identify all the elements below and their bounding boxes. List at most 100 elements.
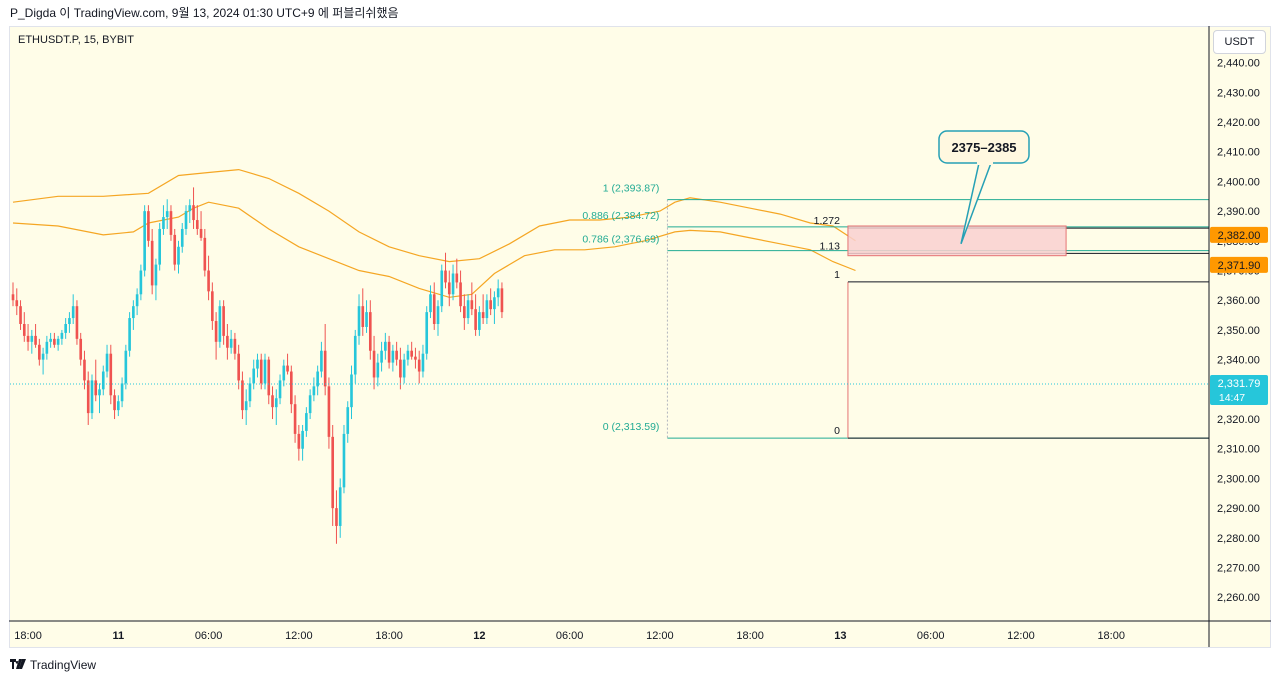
price-axis: 2,440.00 2,430.00 2,420.00 2,410.00 2,400.00…	[10, 26, 1260, 647]
candle-body	[101, 371, 105, 390]
candle-body	[493, 297, 496, 310]
candle-body	[444, 270, 447, 283]
candle-body	[195, 220, 199, 229]
price-labels: 2,382.00 2,371.90 2,331.79 14:47	[1210, 226, 1268, 406]
candle-body	[259, 359, 263, 384]
candle-body	[252, 368, 256, 384]
candle-body	[199, 228, 203, 238]
x-tick-label: 12:00	[1007, 630, 1035, 642]
callout-join	[977, 161, 993, 165]
candle-body	[56, 338, 60, 345]
candle-body	[436, 306, 440, 324]
candle-body	[83, 359, 86, 381]
candle-body	[312, 386, 316, 396]
x-tick-label: 11	[112, 630, 124, 642]
level-price-text: 2,371.90	[1218, 260, 1261, 272]
candle-body	[49, 338, 52, 342]
candle-body	[26, 335, 30, 342]
candle-body	[128, 318, 131, 351]
candle-body	[459, 282, 462, 307]
candle-body	[165, 211, 169, 218]
candle-body	[481, 312, 485, 319]
candle-body	[353, 335, 357, 375]
symbol-label[interactable]: ETHUSDT.P, 15, BYBIT	[18, 34, 134, 46]
fib-level-label: 1 (2,393.87)	[603, 183, 660, 195]
candle-body	[241, 380, 244, 411]
current-price-value: 2,331.79	[1218, 378, 1261, 390]
x-tick-label: 06:00	[195, 630, 223, 642]
x-tick-label: 18:00	[1097, 630, 1125, 642]
tradingview-brand-text: TradingView	[30, 657, 97, 672]
candle-body	[293, 404, 297, 434]
candle-body	[346, 407, 350, 434]
candle-body	[34, 335, 37, 345]
current-price-tag	[1210, 375, 1268, 406]
candle-body	[244, 401, 248, 411]
x-tick-label: 13	[834, 630, 846, 642]
candle-body	[207, 270, 210, 292]
candle-body	[30, 335, 34, 342]
candle-body	[297, 433, 301, 449]
candle-body	[342, 433, 346, 488]
candle-body	[79, 338, 83, 360]
candle-body	[271, 395, 274, 408]
extension-level-label: 1.272	[814, 215, 840, 227]
candle-body	[489, 300, 492, 310]
candle-body	[132, 306, 135, 319]
currency-selector[interactable]: USDT	[1213, 30, 1266, 54]
candle-body	[90, 380, 94, 414]
candle-body	[218, 306, 222, 342]
candle-body	[323, 350, 327, 387]
candle-body	[177, 246, 180, 265]
candle-body	[188, 205, 192, 212]
candle-body	[485, 300, 489, 319]
candle-body	[211, 291, 214, 322]
candle-body	[256, 359, 259, 369]
candle-body	[432, 294, 436, 324]
x-tick-label: 06:00	[917, 630, 945, 642]
extension-level-label: 1	[834, 269, 840, 281]
candle-body	[64, 324, 67, 333]
candle-body	[94, 380, 98, 396]
candle-body	[429, 294, 432, 313]
y-tick-label: 2,430.00	[1217, 87, 1260, 99]
candle-body	[226, 335, 229, 348]
candle-body	[113, 395, 116, 411]
time-axis: 18:00 11 06:00 12:00 18:00 12 06:00 12:00 18:00 1…	[9, 620, 1271, 642]
tradingview-brand[interactable]: TradingView	[10, 657, 96, 672]
candle-body	[169, 211, 173, 235]
candle-body	[11, 294, 15, 301]
candle-body	[308, 395, 312, 414]
candle-body	[478, 312, 481, 330]
candles-series	[11, 187, 504, 544]
candle-body	[143, 211, 146, 271]
candle-body	[406, 350, 410, 360]
candle-body	[365, 312, 368, 327]
candle-body	[410, 350, 413, 357]
candle-body	[399, 359, 402, 378]
y-tick-label: 2,410.00	[1217, 147, 1260, 159]
y-tick-label: 2,340.00	[1217, 355, 1260, 367]
candle-body	[335, 508, 338, 526]
candle-body	[286, 365, 289, 372]
x-tick-label: 18:00	[14, 630, 42, 642]
footer-bar	[0, 652, 1280, 681]
candle-body	[135, 294, 139, 307]
candle-body	[301, 430, 304, 449]
candle-body	[414, 356, 417, 360]
candle-body	[68, 318, 71, 324]
level-price-tag	[1210, 256, 1268, 273]
candle-body	[214, 321, 218, 342]
fib-retracement: 1 (2,393.87) 0.886 (2,384.72) 0.786 (2,376…	[582, 183, 1209, 439]
attribution-text: P_Digda 이 TradingView.com, 9월 13, 2024 0…	[10, 6, 399, 20]
y-tick-label: 2,360.00	[1217, 295, 1260, 307]
candle-body	[417, 359, 421, 372]
band-upper	[12, 168, 856, 263]
candle-body	[316, 371, 319, 387]
candle-body	[124, 350, 128, 384]
candle-body	[338, 487, 342, 526]
x-tick-label: 06:00	[556, 630, 584, 642]
candle-body	[105, 353, 109, 372]
candle-body	[71, 306, 75, 319]
